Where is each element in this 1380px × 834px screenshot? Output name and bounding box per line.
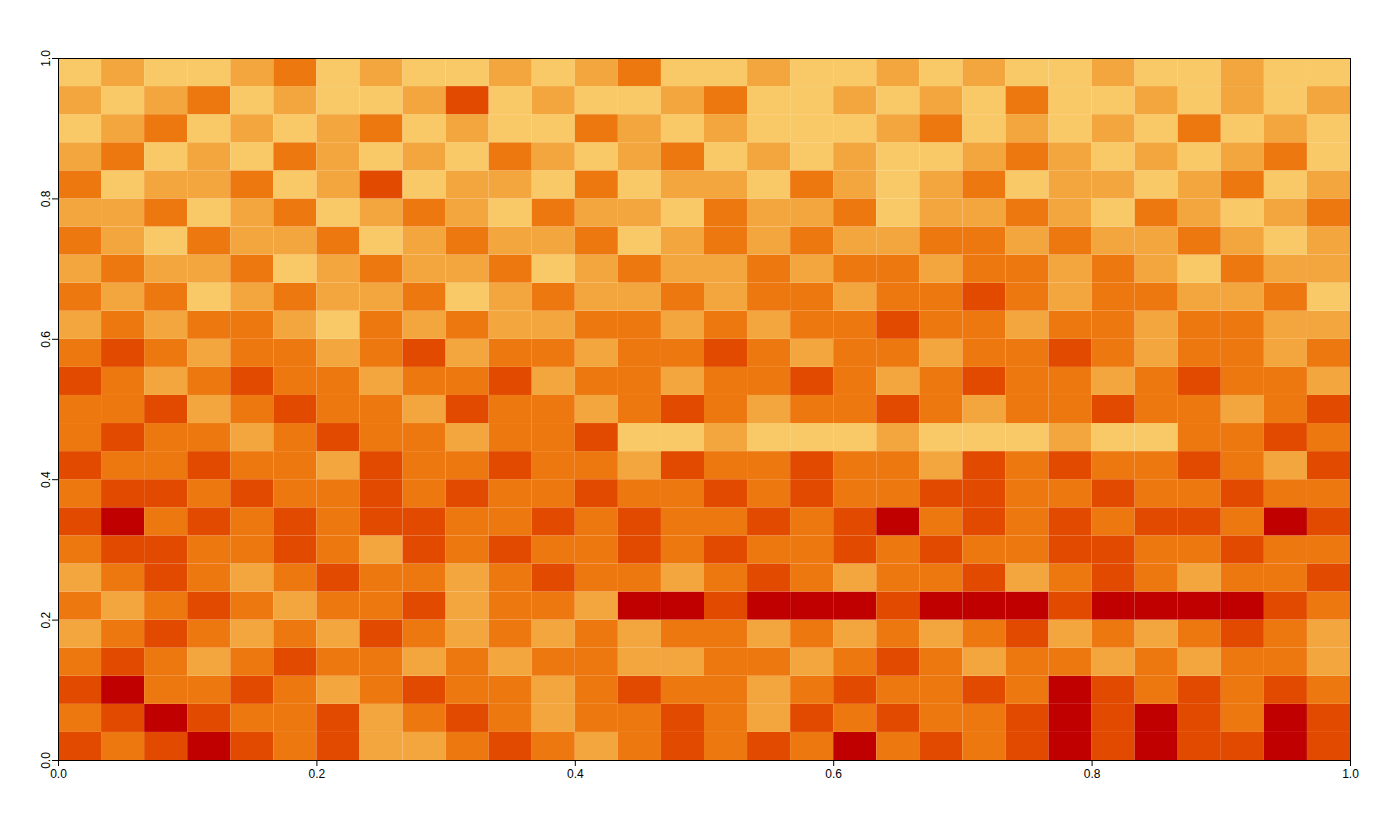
svg-text:1.0: 1.0 (1342, 767, 1359, 781)
svg-text:0.0: 0.0 (50, 767, 67, 781)
svg-text:0.4: 0.4 (39, 471, 53, 488)
svg-text:0.8: 0.8 (39, 190, 53, 207)
svg-text:0.0: 0.0 (38, 752, 53, 769)
svg-text:0.6: 0.6 (39, 331, 53, 348)
svg-text:0.8: 0.8 (1084, 767, 1101, 781)
svg-text:0.6: 0.6 (825, 767, 842, 781)
svg-text:0.4: 0.4 (567, 767, 584, 781)
svg-text:1.0: 1.0 (39, 50, 53, 67)
svg-text:0.2: 0.2 (309, 767, 326, 781)
svg-text:0.2: 0.2 (39, 611, 53, 628)
